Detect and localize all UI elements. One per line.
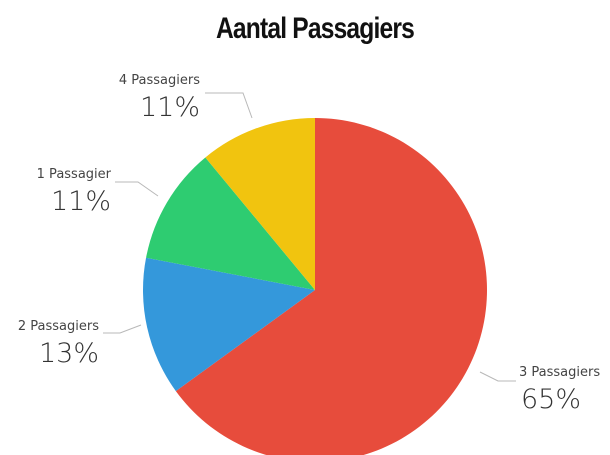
pie-slice-4 (205, 118, 315, 290)
slice-label-name-2: 2 Passagiers (18, 319, 99, 334)
chart-title: Aantal Passagiers (215, 12, 415, 45)
slice-label-pct-2: 13% (39, 338, 99, 369)
slice-label-name-3: 1 Passagier (37, 167, 112, 182)
slice-label-name-1: 3 Passagiers (519, 365, 600, 380)
pie-slice-2 (143, 257, 315, 392)
slice-label-pct-1: 65% (521, 384, 581, 415)
pie-slices (143, 118, 488, 455)
leader-line-1 (479, 371, 516, 382)
pie-slice-3 (146, 157, 315, 290)
leader-line-2 (103, 324, 142, 334)
slice-label-pct-4: 11% (140, 92, 200, 123)
leader-line-4 (205, 92, 253, 119)
leader-line-3 (115, 181, 159, 197)
leader-lines (103, 92, 516, 382)
pie-slice-1 (175, 118, 488, 455)
slice-label-pct-3: 11% (51, 186, 111, 217)
slice-label-name-4: 4 Passagiers (119, 73, 200, 88)
slice-labels: 3 Passagiers 65% 2 Passagiers 13% 1 Passagie… (18, 73, 600, 415)
